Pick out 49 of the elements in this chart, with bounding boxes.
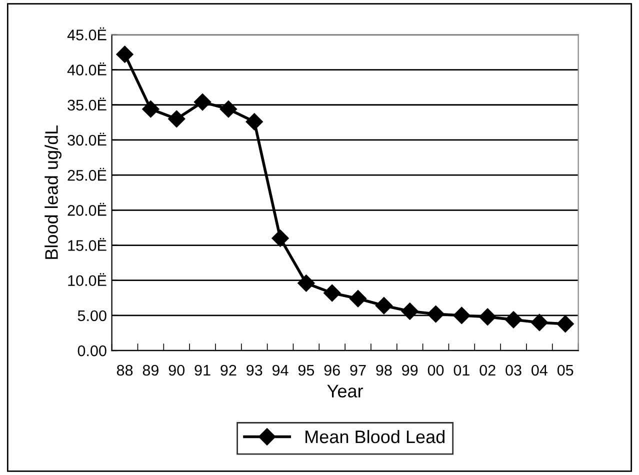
x-tick-label: 96 xyxy=(324,364,340,376)
x-tick-label: 05 xyxy=(557,364,574,376)
x-tick-label: 98 xyxy=(376,364,392,376)
point xyxy=(504,311,522,328)
x-tick-label: 99 xyxy=(402,364,418,376)
x-tick-label: 92 xyxy=(220,364,236,376)
x-tick-label: 89 xyxy=(142,364,158,376)
y-tick-label: 15.0Ë xyxy=(68,238,106,251)
point xyxy=(349,290,367,308)
x-tick-label: 95 xyxy=(298,364,314,376)
x-tick-label: 04 xyxy=(532,364,548,376)
point xyxy=(142,100,160,118)
point xyxy=(375,297,392,314)
point xyxy=(427,305,444,323)
x-tick-label: 93 xyxy=(246,364,262,376)
y-tick-label: 35.0Ë xyxy=(68,98,106,111)
point xyxy=(556,315,574,332)
point xyxy=(220,100,237,118)
y-tick-label: 30.0Ë xyxy=(68,132,106,146)
x-tick-label: 91 xyxy=(194,364,210,376)
point xyxy=(272,230,289,247)
y-tick-label: 25.0Ë xyxy=(68,168,106,181)
x-tick-label: 90 xyxy=(168,364,185,376)
x-tick-label: 97 xyxy=(350,364,366,376)
point xyxy=(168,110,186,128)
point xyxy=(324,284,341,302)
point xyxy=(194,94,212,111)
legend-label: Mean Blood Lead xyxy=(306,430,444,444)
point xyxy=(298,274,315,292)
y-tick-label: 10.0Ë xyxy=(68,273,106,286)
point xyxy=(246,113,263,130)
point xyxy=(453,306,470,324)
x-tick-label: 01 xyxy=(454,364,470,376)
point xyxy=(116,46,134,63)
x-tick-label: 02 xyxy=(480,364,496,376)
x-tick-label: 00 xyxy=(428,364,444,376)
y-tick-label: 5.00 xyxy=(78,310,106,322)
y-tick-label: 20.0Ë xyxy=(68,202,106,216)
y-tick-label: 40.0Ë xyxy=(67,62,106,76)
point xyxy=(401,302,418,320)
x-axis-title: Year xyxy=(327,384,364,398)
y-tick-label: 0.00 xyxy=(78,345,106,356)
x-tick-label: 88 xyxy=(116,364,133,376)
y-tick-label: 45.0Ë xyxy=(67,27,106,40)
y-axis-title: Blood lead ug/dL xyxy=(44,125,62,259)
x-tick-label: 94 xyxy=(272,364,288,376)
point xyxy=(479,308,496,326)
point xyxy=(530,314,548,332)
x-tick-label: 03 xyxy=(506,364,522,376)
